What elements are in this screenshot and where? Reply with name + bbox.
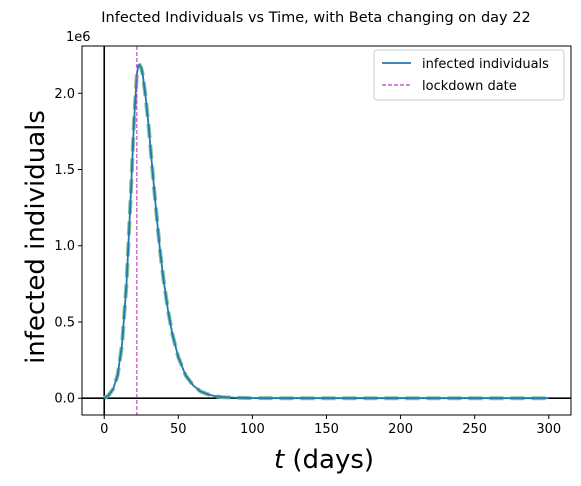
x-tick-label: 50 [170,422,187,437]
plot-area: 0 50 100 150 200 250 300 0.0 0.5 1.0 1.5 2.0 [54,45,572,437]
x-axis-label: t (days) [274,445,374,475]
y-tick-label: 0.5 [54,315,75,330]
legend-label-lockdown: lockdown date [422,79,517,94]
x-tick-label: 150 [314,422,339,437]
legend-box [373,49,565,101]
y-tick-label: 0.0 [54,392,75,407]
chart-title: Infected Individuals vs Time, with Beta … [101,10,530,26]
x-tick-label: 200 [388,422,413,437]
x-axis-variable: t [274,445,285,475]
legend: infected individuals lockdown date [373,49,565,101]
y-axis-label: infected individuals [21,110,51,364]
x-tick-label: 100 [240,422,265,437]
y-tick-label: 1.0 [54,239,75,254]
x-axis-unit: (days) [284,445,374,475]
axes-frame [81,45,572,416]
y-tick-label: 1.5 [54,163,75,178]
x-tick-label: 250 [462,422,487,437]
x-tick-label: 300 [536,422,561,437]
series-line-infected [103,64,549,400]
y-offset-label: 1e6 [66,30,91,45]
y-tick-label: 2.0 [54,87,75,102]
legend-label-infected: infected individuals [422,57,549,72]
x-tick-label: 0 [100,422,108,437]
series-line-dashed [103,63,549,401]
